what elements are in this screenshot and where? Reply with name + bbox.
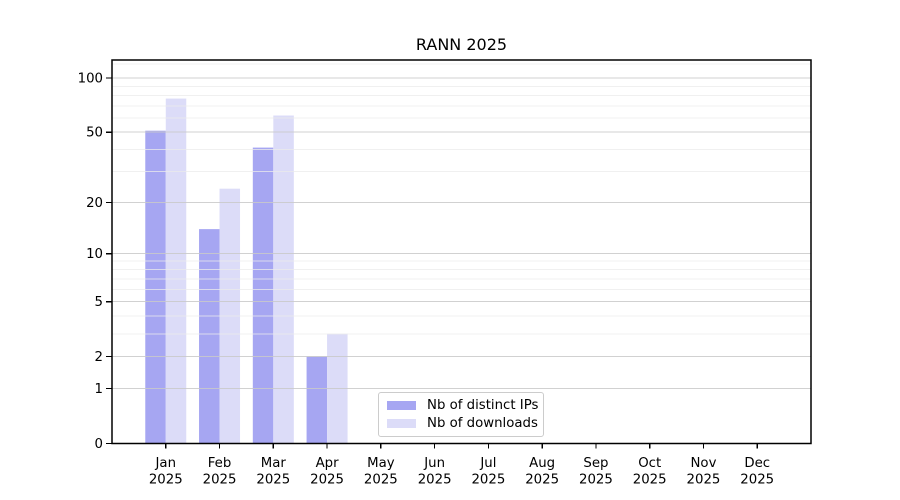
- x-tick-label-year: 2025: [471, 473, 505, 488]
- x-tick-label-month: Jan: [155, 456, 177, 471]
- y-tick-label: 20: [86, 196, 103, 211]
- y-tick-label: 5: [95, 295, 103, 310]
- legend-swatch-downloads: [387, 418, 416, 428]
- x-tick-label-year: 2025: [740, 473, 774, 488]
- axes-spines: [111, 59, 812, 445]
- legend: Nb of distinct IPs Nb of downloads: [378, 392, 544, 437]
- bar-mar-series1: [273, 115, 294, 444]
- x-tick-label-month: Aug: [529, 456, 555, 471]
- x-tick-label-year: 2025: [149, 473, 183, 488]
- bar-apr-series0: [306, 356, 328, 444]
- legend-item-distinct-ips: Nb of distinct IPs: [387, 397, 539, 415]
- x-tick-label-year: 2025: [687, 473, 721, 488]
- x-tick-label-year: 2025: [310, 473, 344, 488]
- y-tick-label: 1: [95, 382, 103, 397]
- x-tick-label-year: 2025: [256, 473, 290, 488]
- x-tick-label-month: Oct: [638, 456, 661, 471]
- chart-title: RANN 2025: [415, 35, 508, 54]
- x-tick-label-year: 2025: [364, 473, 398, 488]
- x-tick-label-year: 2025: [579, 473, 613, 488]
- x-tick-label-year: 2025: [633, 473, 667, 488]
- x-tick-label-month: Apr: [316, 456, 340, 471]
- y-tick-label: 100: [78, 72, 103, 87]
- x-tick-label-month: Dec: [744, 456, 770, 471]
- y-tick-label: 10: [86, 247, 103, 262]
- x-tick-label-month: Nov: [690, 456, 716, 471]
- bar-jan-series1: [165, 98, 187, 444]
- legend-label-downloads: Nb of downloads: [427, 415, 538, 431]
- legend-swatch-distinct-ips: [387, 401, 416, 411]
- bar-jan-series0: [145, 130, 166, 444]
- y-tick-label: 2: [95, 350, 103, 365]
- x-tick-label-month: Sep: [583, 456, 608, 471]
- bar-feb-series0: [199, 229, 220, 444]
- bar-mar-series0: [252, 147, 274, 444]
- legend-label-distinct-ips: Nb of distinct IPs: [427, 398, 539, 414]
- x-tick-label-month: Mar: [261, 456, 287, 471]
- x-tick-label-month: Jun: [423, 456, 445, 471]
- x-tick-label-month: Feb: [208, 456, 232, 471]
- x-tick-label-month: May: [367, 456, 395, 471]
- x-tick-label-year: 2025: [525, 473, 559, 488]
- x-tick-label-month: Jul: [479, 456, 496, 471]
- x-tick-label-year: 2025: [418, 473, 452, 488]
- legend-item-downloads: Nb of downloads: [387, 415, 538, 433]
- y-tick-label: 50: [86, 126, 103, 141]
- x-tick-label-year: 2025: [203, 473, 237, 488]
- y-tick-label: 0: [95, 437, 103, 452]
